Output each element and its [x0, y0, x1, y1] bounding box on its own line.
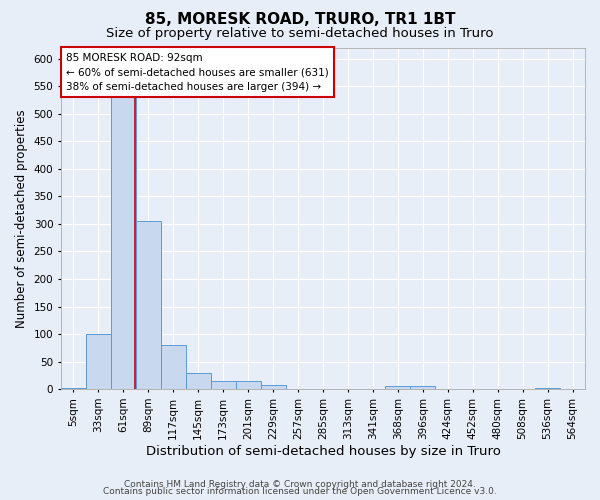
Bar: [186, 372, 211, 389]
Y-axis label: Number of semi-detached properties: Number of semi-detached properties: [15, 109, 28, 328]
Text: Contains public sector information licensed under the Open Government Licence v3: Contains public sector information licen…: [103, 488, 497, 496]
Bar: [86, 334, 111, 389]
Bar: [136, 221, 161, 389]
Bar: [385, 386, 410, 389]
Text: Contains HM Land Registry data © Crown copyright and database right 2024.: Contains HM Land Registry data © Crown c…: [124, 480, 476, 489]
Bar: [535, 388, 560, 389]
Bar: [410, 386, 435, 389]
Bar: [236, 381, 260, 389]
Bar: [211, 381, 236, 389]
Bar: [61, 388, 86, 389]
Bar: [260, 386, 286, 389]
X-axis label: Distribution of semi-detached houses by size in Truro: Distribution of semi-detached houses by …: [146, 444, 500, 458]
Bar: [111, 86, 136, 389]
Text: 85 MORESK ROAD: 92sqm
← 60% of semi-detached houses are smaller (631)
38% of sem: 85 MORESK ROAD: 92sqm ← 60% of semi-deta…: [66, 52, 329, 92]
Text: Size of property relative to semi-detached houses in Truro: Size of property relative to semi-detach…: [106, 28, 494, 40]
Bar: [161, 345, 186, 389]
Text: 85, MORESK ROAD, TRURO, TR1 1BT: 85, MORESK ROAD, TRURO, TR1 1BT: [145, 12, 455, 28]
